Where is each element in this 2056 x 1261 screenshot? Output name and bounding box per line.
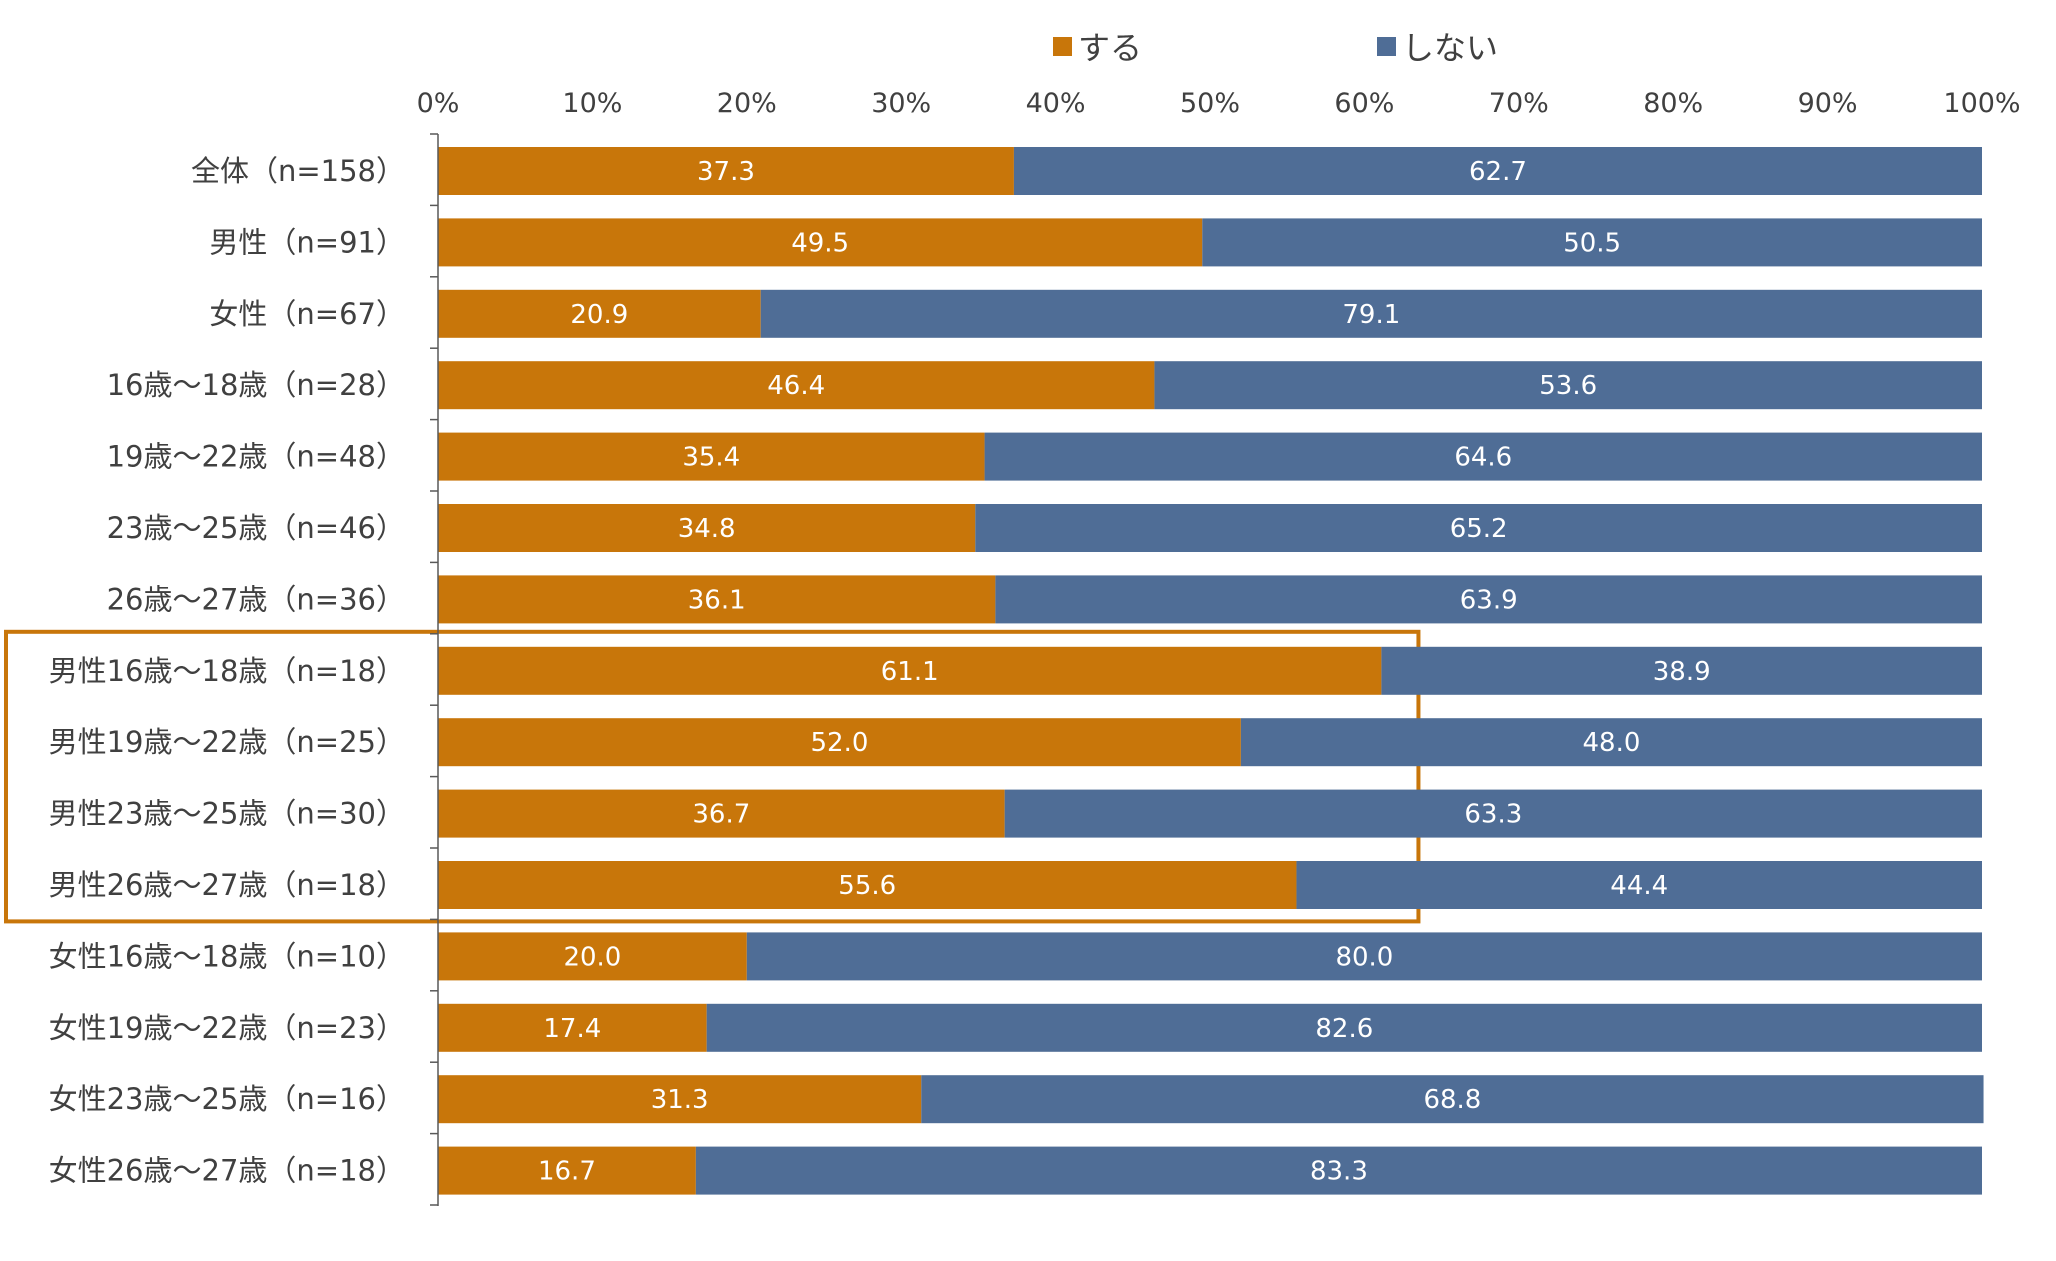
bar-suru: [438, 1075, 922, 1124]
category-label: 26歳〜27歳（n=36）: [107, 582, 405, 616]
bar-data-label: 20.0: [563, 942, 621, 972]
bar-shinai: [1004, 789, 1982, 838]
bar-data-label: 44.4: [1610, 871, 1668, 901]
bar-data-label: 38.9: [1653, 657, 1711, 687]
bar-shinai: [1381, 646, 1982, 695]
bar-data-label: 17.4: [543, 1014, 601, 1044]
bar-shinai: [984, 432, 1982, 481]
bar-data-label: 36.7: [692, 800, 750, 830]
bar-suru: [438, 932, 747, 981]
bar-data-label: 37.3: [697, 157, 755, 187]
legend-swatch: [1053, 37, 1072, 56]
legend-label: する: [1078, 29, 1142, 67]
bar-suru: [438, 361, 1155, 410]
category-label: 23歳〜25歳（n=46）: [107, 511, 405, 545]
bar-shinai: [760, 289, 1982, 338]
bar-shinai: [746, 932, 1982, 981]
category-label: 全体（n=158）: [191, 154, 405, 188]
category-label: 女性16歳〜18歳（n=10）: [49, 939, 405, 973]
legend-label: しない: [1402, 29, 1498, 67]
category-label: 男性（n=91）: [209, 225, 405, 259]
category-label: 19歳〜22歳（n=48）: [107, 440, 405, 474]
bar-suru: [438, 432, 985, 481]
bar-suru: [438, 147, 1014, 195]
bar-shinai: [1240, 718, 1982, 767]
bar-data-label: 65.2: [1450, 514, 1508, 544]
bar-data-label: 79.1: [1342, 300, 1400, 330]
bar-data-label: 80.0: [1335, 942, 1393, 972]
bar-suru: [438, 504, 976, 552]
bar-data-label: 36.1: [688, 585, 746, 615]
x-tick-label: 40%: [1026, 88, 1086, 119]
bar-suru: [438, 575, 996, 624]
x-tick-label: 30%: [871, 88, 931, 119]
bar-suru: [438, 218, 1203, 267]
bar-data-label: 83.3: [1310, 1157, 1368, 1187]
category-label: 女性26歳〜27歳（n=18）: [49, 1154, 405, 1188]
bar-shinai: [1154, 361, 1982, 410]
x-tick-label: 50%: [1180, 88, 1240, 119]
bar-data-label: 46.4: [767, 371, 825, 401]
bars: 37.3 62.7 49.5 50.5 20.9 79.1 46.4 53.6 35.4 64.6…: [438, 147, 1984, 1195]
legend-swatch: [1377, 37, 1396, 56]
bar-data-label: 55.6: [838, 871, 896, 901]
bar-suru: [438, 1146, 696, 1195]
bar-data-label: 35.4: [682, 443, 740, 473]
bar-suru: [438, 789, 1005, 838]
highlight-box: [4, 629, 1421, 924]
bar-data-label: 20.9: [570, 300, 628, 330]
bar-data-label: 62.7: [1469, 157, 1527, 187]
bar-data-label: 63.9: [1460, 585, 1518, 615]
category-label: 男性19歳〜22歳（n=25）: [49, 725, 405, 759]
bar-data-label: 34.8: [678, 514, 736, 544]
bar-suru: [438, 861, 1297, 909]
bar-suru: [438, 289, 761, 338]
bar-suru: [438, 1003, 707, 1052]
bar-shinai: [1013, 147, 1982, 195]
bar-suru: [438, 718, 1241, 767]
bar-data-label: 61.1: [881, 657, 939, 687]
category-labels: 全体（n=158） 男性（n=91） 女性（n=67） 16歳〜18歳（n=28） 19…: [49, 154, 405, 1188]
bar-data-label: 63.3: [1464, 800, 1522, 830]
x-tick-label: 90%: [1798, 88, 1858, 119]
bar-shinai: [975, 504, 1982, 552]
y-axis: [430, 133, 439, 1206]
bar-data-label: 48.0: [1582, 728, 1640, 758]
bar-data-label: 50.5: [1563, 228, 1621, 258]
bar-data-label: 31.3: [651, 1085, 709, 1115]
bar-data-label: 16.7: [538, 1157, 596, 1187]
bar-data-label: 53.6: [1539, 371, 1597, 401]
x-axis-ticks: 0% 10% 20% 30% 40% 50% 60% 70% 80% 90% 100%: [417, 88, 2021, 119]
category-label: 女性23歳〜25歳（n=16）: [49, 1082, 405, 1116]
highlight-layer: [4, 629, 1421, 924]
x-tick-label: 10%: [562, 88, 622, 119]
category-label: 女性19歳〜22歳（n=23）: [49, 1011, 405, 1045]
bar-data-label: 68.8: [1423, 1085, 1481, 1115]
category-label: 16歳〜18歳（n=28）: [107, 368, 405, 402]
bar-shinai: [695, 1146, 1982, 1195]
category-label: 女性（n=67）: [209, 297, 405, 331]
bar-suru: [438, 646, 1382, 695]
x-tick-label: 100%: [1943, 88, 2020, 119]
category-label: 男性23歳〜25歳（n=30）: [49, 797, 405, 831]
x-tick-label: 0%: [417, 88, 460, 119]
bar-data-label: 52.0: [810, 728, 868, 758]
bar-shinai: [706, 1003, 1982, 1052]
x-tick-label: 20%: [717, 88, 777, 119]
bar-shinai: [921, 1075, 1984, 1124]
legend: する しない: [1053, 29, 1498, 67]
bar-shinai: [995, 575, 1982, 624]
x-tick-label: 80%: [1643, 88, 1703, 119]
bar-data-label: 82.6: [1315, 1014, 1373, 1044]
x-tick-label: 60%: [1334, 88, 1394, 119]
category-label: 男性26歳〜27歳（n=18）: [49, 868, 405, 902]
category-label: 男性16歳〜18歳（n=18）: [49, 654, 405, 688]
x-tick-label: 70%: [1489, 88, 1549, 119]
bar-shinai: [1296, 861, 1982, 909]
bar-shinai: [1202, 218, 1982, 267]
bar-data-label: 49.5: [791, 228, 849, 258]
bar-data-label: 64.6: [1454, 443, 1512, 473]
